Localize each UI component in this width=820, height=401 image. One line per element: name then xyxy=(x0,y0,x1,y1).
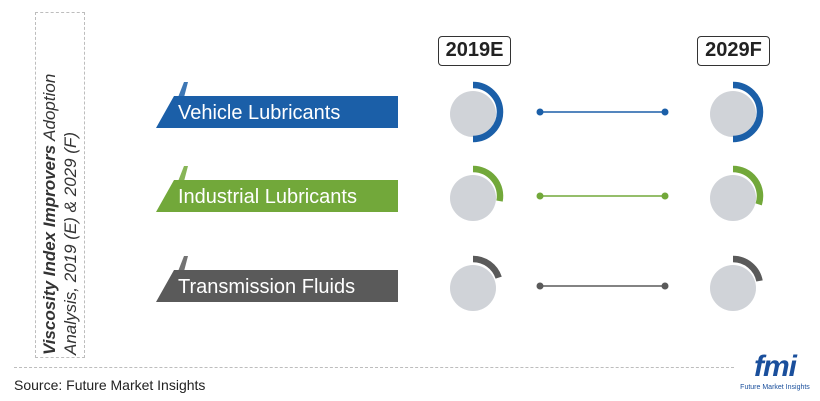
logo-mark: fmi xyxy=(754,350,797,383)
indicator-circle xyxy=(710,91,756,137)
indicator-arc-2019e xyxy=(472,165,504,202)
indicator-arc-2029f xyxy=(732,165,764,206)
connector-dot-right xyxy=(661,192,669,200)
indicator-arc-2029f xyxy=(732,255,763,282)
fmi-logo: fmi Future Market Insights xyxy=(738,352,812,396)
connector-dot-right xyxy=(661,282,669,290)
connector-dot-left xyxy=(536,192,544,200)
indicator-arc-2019e xyxy=(472,255,502,279)
row-label: Industrial Lubricants xyxy=(178,186,357,208)
connector-dot-left xyxy=(536,108,544,116)
indicator-circle xyxy=(710,265,756,311)
year-label-2019: 2019E xyxy=(438,36,511,66)
source-divider xyxy=(14,367,734,368)
connector-dot-right xyxy=(661,108,669,116)
row-label: Vehicle Lubricants xyxy=(178,102,340,124)
indicator-circle xyxy=(450,91,496,137)
row-label: Transmission Fluids xyxy=(178,276,355,298)
logo-tagline: Future Market Insights xyxy=(740,384,810,391)
indicator-circle xyxy=(450,265,496,311)
banner-transmission-fluids xyxy=(156,270,398,302)
source-text: Source: Future Market Insights xyxy=(14,377,206,393)
indicator-arc-2029f xyxy=(732,81,764,143)
title-frame xyxy=(35,12,85,358)
banner-industrial-lubricants xyxy=(156,180,398,212)
banner-vehicle-lubricants xyxy=(156,96,398,128)
year-label-2029: 2029F xyxy=(697,36,770,66)
indicator-circle xyxy=(450,175,496,221)
indicator-arc-2019e xyxy=(472,81,504,143)
indicator-circle xyxy=(710,175,756,221)
connector-dot-left xyxy=(536,282,544,290)
